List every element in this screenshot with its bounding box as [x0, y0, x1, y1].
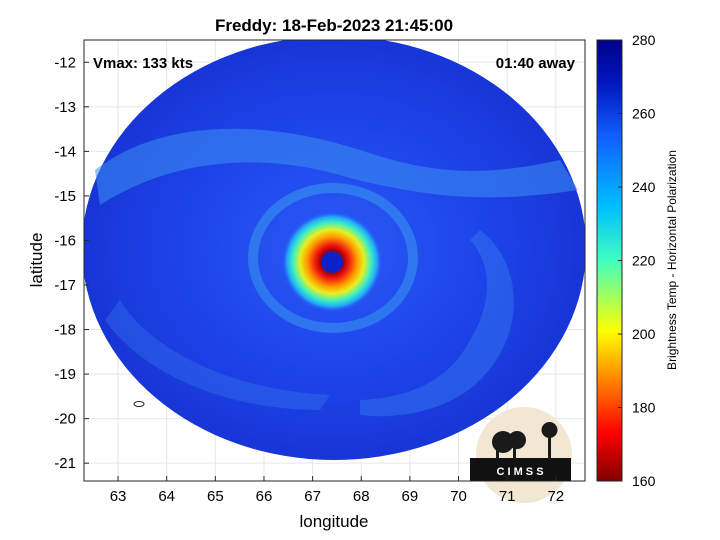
y-tick-label: -15 [54, 188, 76, 205]
spiral-band-south [105, 300, 330, 410]
rainband-ring [248, 183, 418, 333]
y-ticks: -12 -13 -14 -15 -16 -17 -18 -19 -20 -21 [54, 54, 89, 472]
x-axis-label: longitude [299, 512, 368, 531]
colorbar-tick-label: 260 [632, 106, 656, 122]
x-tick-label: 69 [402, 488, 419, 505]
x-tick-label: 68 [353, 488, 370, 505]
x-tick-label: 64 [158, 488, 175, 505]
x-tick-label: 65 [207, 488, 224, 505]
y-tick-label: -12 [54, 54, 76, 71]
cimss-logo: C I M S S [470, 407, 572, 503]
x-tick-label: 67 [304, 488, 321, 505]
y-tick-label: -21 [54, 455, 76, 472]
y-tick-label: -18 [54, 322, 76, 339]
x-tick-label: 63 [110, 488, 127, 505]
y-tick-label: -13 [54, 99, 76, 116]
y-tick-label: -14 [54, 143, 76, 160]
y-tick-label: -16 [54, 232, 76, 249]
y-tick-label: -20 [54, 411, 76, 428]
colorbar-label: Brightness Temp - Horizontal Polarizatio… [665, 150, 679, 370]
axes-border [83, 39, 586, 482]
colorbar-tick-label: 160 [632, 473, 656, 489]
logo-text: C I M S S [496, 466, 543, 478]
colorbar-ticks: 160 180 200 220 240 260 280 [618, 32, 656, 489]
island-outline [133, 401, 145, 407]
y-tick-label: -19 [54, 366, 76, 383]
colorbar-tick-label: 240 [632, 179, 656, 195]
swath-group [84, 40, 585, 460]
chart-title: Freddy: 18-Feb-2023 21:45:00 [215, 16, 453, 35]
colorbar-tick-label: 180 [632, 400, 656, 416]
spiral-band-north [95, 128, 578, 205]
eye [321, 252, 344, 273]
colorbar-tick-label: 220 [632, 253, 656, 269]
x-tick-label: 66 [256, 488, 273, 505]
y-tick-label: -17 [54, 277, 76, 294]
vmax-annotation: Vmax: 133 kts [93, 55, 193, 72]
x-tick-label: 71 [499, 488, 516, 505]
time-offset-annotation: 01:40 away [496, 55, 576, 72]
x-ticks: 63 64 65 66 67 68 69 70 71 72 [110, 476, 564, 505]
colorbar-tick-label: 280 [632, 32, 656, 48]
x-tick-label: 72 [547, 488, 564, 505]
spiral-band-east [360, 230, 514, 417]
x-tick-label: 70 [450, 488, 467, 505]
colorbar-tick-label: 200 [632, 326, 656, 342]
colorbar [596, 39, 623, 482]
y-axis-label: latitude [27, 233, 46, 288]
